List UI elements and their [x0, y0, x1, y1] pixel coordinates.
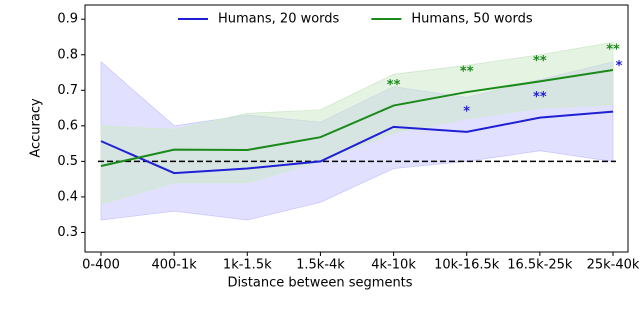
significance-marker: ** — [533, 90, 547, 105]
series-line — [100, 110, 614, 175]
significance-marker: ** — [606, 43, 620, 58]
significance-marker: ** — [533, 54, 547, 69]
legend-label: Humans, 20 words — [218, 12, 340, 27]
x-tick-label: 16.5k-25k — [507, 258, 573, 273]
x-tick-label: 400-1k — [151, 258, 197, 273]
y-tick-label: 0.6 — [57, 118, 78, 133]
confidence-band — [100, 41, 614, 205]
y-axis-label: Accuracy — [29, 98, 44, 158]
y-tick-label: 0.3 — [57, 225, 78, 240]
x-tick-label: 1.5k-4k — [296, 258, 345, 273]
significance-marker: ** — [387, 78, 401, 93]
x-tick-label: 0-400 — [82, 258, 120, 273]
x-tick-label: 25k-40k — [587, 258, 640, 273]
x-tick-label: 10k-16.5k — [434, 258, 500, 273]
legend-label: Humans, 50 words — [411, 12, 533, 27]
significance-marker: ** — [460, 65, 474, 80]
x-tick-label: 1k-1.5k — [223, 258, 272, 273]
y-tick-label: 0.4 — [57, 189, 78, 204]
significance-marker: * — [616, 59, 623, 74]
y-tick-label: 0.7 — [57, 83, 78, 98]
plot-frame — [84, 4, 629, 253]
y-tick-label: 0.5 — [57, 154, 78, 169]
y-tick-label: 0.8 — [57, 47, 78, 62]
x-tick-label: 4k-10k — [371, 258, 416, 273]
x-axis-label: Distance between segments — [227, 276, 412, 291]
y-tick-label: 0.9 — [57, 12, 78, 27]
series-line — [100, 69, 614, 167]
significance-marker: * — [463, 104, 470, 119]
